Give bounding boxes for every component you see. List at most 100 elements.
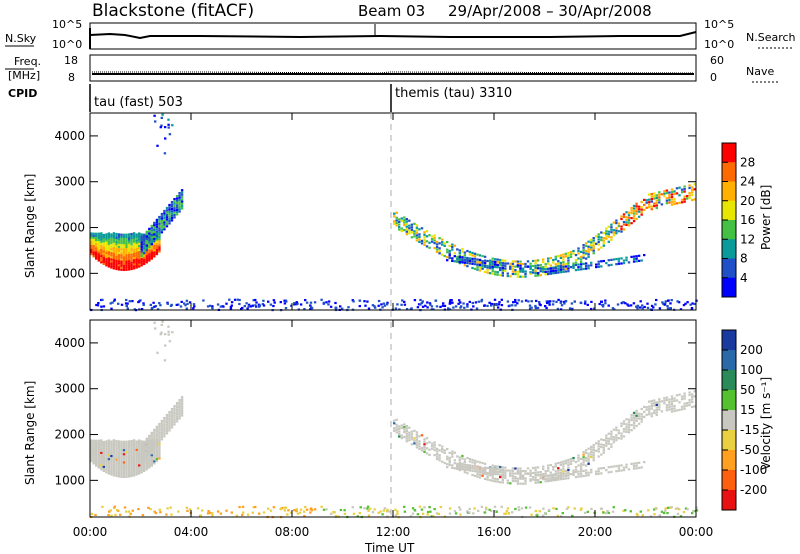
data-cell [516,273,520,276]
colorbar-tick-label: 24 [740,175,755,189]
data-cell [102,440,105,444]
data-cell [163,219,166,222]
data-cell [610,438,613,441]
data-cell [670,188,674,191]
colorbar-tick-label: 16 [740,213,755,227]
data-cell [112,466,116,469]
data-cell [685,404,689,407]
data-cell [140,452,143,456]
data-cell [320,505,323,508]
data-cell [542,266,545,269]
data-cell [526,260,530,263]
data-cell [377,511,380,514]
data-cell [622,466,626,469]
data-cell [122,252,126,255]
data-cell [102,463,105,466]
data-cell [635,305,638,308]
data-cell [534,306,537,309]
data-cell [100,248,103,251]
data-cell [509,265,512,268]
data-cell [629,510,632,513]
data-cell [97,452,100,455]
data-cell [153,510,156,513]
data-cell [483,265,487,268]
data-cell [132,466,136,469]
data-cell [419,298,422,302]
cpid-segment-0: tau (fast) 503 [94,95,183,110]
data-cell [468,250,472,254]
data-cell [254,298,257,302]
data-cell [115,472,118,476]
data-cell [173,405,176,408]
data-cell [551,303,555,306]
data-cell [539,304,542,307]
data-cell [691,198,694,202]
data-cell [165,211,169,214]
data-cell [632,467,636,470]
data-cell [454,305,458,308]
data-cell [577,266,580,269]
data-cell [393,429,396,432]
data-cell [468,469,472,472]
data-cell [441,445,444,448]
data-cell [622,430,626,433]
data-cell [403,224,406,227]
data-cell [125,258,128,261]
data-cell [92,443,95,446]
data-cell [155,432,159,435]
colorbar-frame [721,329,737,511]
data-cell [133,308,136,311]
data-cell [488,472,492,475]
data-cell [557,472,560,475]
data-cell [158,457,161,460]
data-cell [640,211,643,214]
data-cell [251,511,254,514]
data-cell [122,239,126,243]
data-cell [110,456,113,460]
data-cell [154,305,158,308]
data-cell [693,509,696,513]
data-cell [140,233,143,236]
data-cell [559,468,563,471]
data-cell [132,244,136,247]
data-cell [90,453,93,456]
data-cell [100,459,103,463]
data-cell [511,467,515,470]
data-cell [138,261,141,264]
y-tick-label: 1000 [54,266,85,280]
data-cell [158,425,161,428]
data-cell [405,308,409,311]
data-cell [665,396,669,399]
data-cell [171,331,174,334]
data-cell [435,447,439,450]
data-cell [155,445,159,448]
data-cell [95,257,98,260]
data-cell [663,303,666,306]
data-cell [472,305,475,308]
data-cell [650,198,653,201]
data-cell [130,257,133,260]
data-cell [122,258,126,261]
data-cell [112,254,116,258]
data-cell [476,268,479,271]
data-cell [648,400,651,403]
data-cell [480,300,483,303]
data-cell [115,444,118,447]
data-cell [102,461,105,464]
data-cell [457,302,460,305]
data-cell [358,299,361,302]
data-cell [637,461,641,464]
data-cell [418,447,421,450]
data-cell [572,473,575,476]
data-cell [643,461,646,464]
data-cell [430,240,434,243]
data-cell [567,461,570,464]
data-cell [164,137,167,140]
data-cell [140,236,143,239]
data-cell [675,394,679,397]
data-cell [607,440,610,443]
data-cell [471,262,474,265]
data-cell [138,255,141,258]
data-cell [454,512,458,515]
